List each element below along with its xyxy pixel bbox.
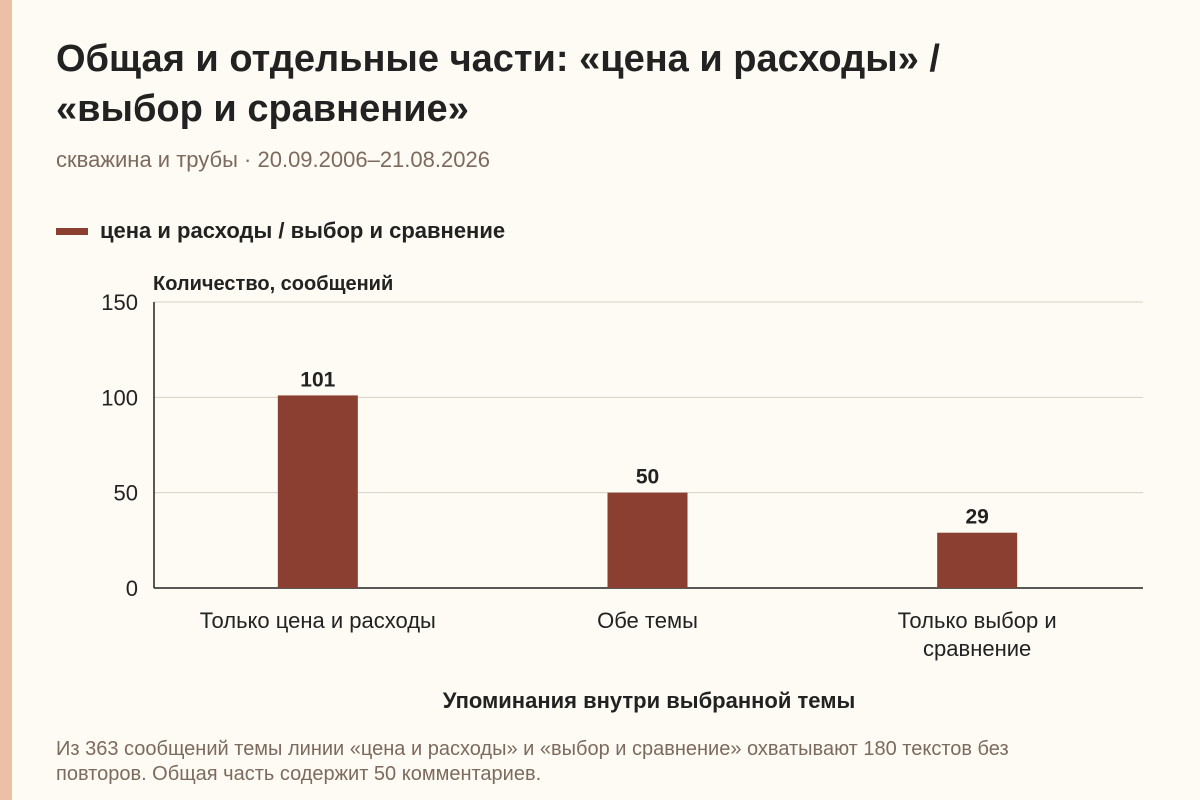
x-tick-label: Только цена и расходы <box>200 608 436 633</box>
accent-stripe <box>0 0 12 800</box>
data-label: 29 <box>965 506 988 529</box>
bar <box>277 395 358 588</box>
data-label: 50 <box>636 466 659 489</box>
y-axis-title: Количество, сообщений <box>153 273 394 295</box>
bar <box>937 532 1018 588</box>
y-tick-label: 50 <box>114 481 138 506</box>
x-tick-label: Только выбор и сравнение <box>898 608 1057 661</box>
chart-caption: Из 363 сообщений темы линии «цена и расх… <box>56 738 1009 785</box>
legend-label: цена и расходы / выбор и сравнение <box>100 218 506 243</box>
y-tick-label: 100 <box>101 385 138 410</box>
x-tick-label: Обе темы <box>597 608 698 633</box>
chart-subtitle: скважина и трубы · 20.09.2006–21.08.2026 <box>56 147 490 172</box>
y-tick-label: 0 <box>126 576 138 601</box>
legend-swatch <box>56 227 88 235</box>
chart-title: Общая и отдельные части: «цена и расходы… <box>56 38 940 130</box>
legend: цена и расходы / выбор и сравнение <box>56 218 505 244</box>
data-label: 101 <box>300 368 335 391</box>
x-axis-title: Упоминания внутри выбранной темы <box>443 688 856 713</box>
bar <box>607 492 688 588</box>
y-tick-label: 150 <box>101 290 138 315</box>
